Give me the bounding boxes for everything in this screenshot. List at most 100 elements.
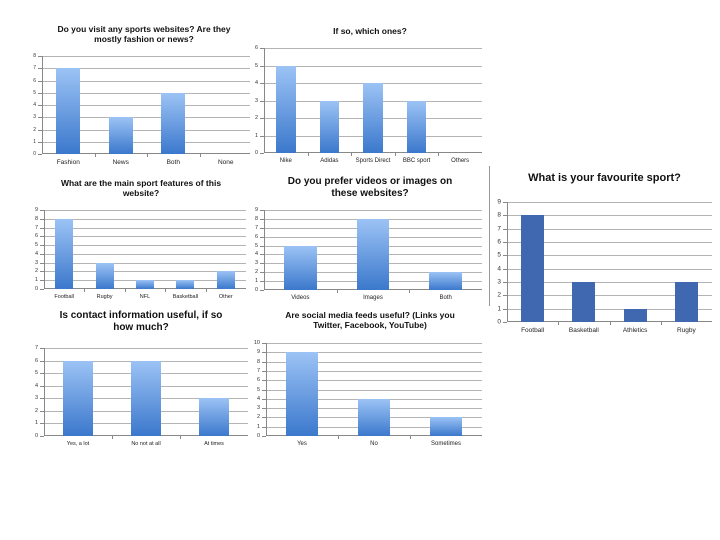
plot-area: 0 1 2 3 4 5 6 7 8 9 Videos Images Both [255,207,482,301]
y-tick-label: 6 [254,233,258,240]
x-tick-mark [180,436,181,439]
y-tick-mark [262,370,266,372]
y-tick-label: 3 [34,259,38,266]
gridline [42,80,252,82]
bar-fashion [56,68,81,154]
y-tick-mark [503,215,507,217]
y-tick-mark [262,361,266,363]
x-tick-mark [609,322,611,325]
chart-title-line: Do you prefer videos or images on [287,176,453,187]
x-tick-mark [84,289,86,292]
gridline [266,370,482,372]
y-tick-mark [260,281,264,283]
y-tick-mark [503,228,507,230]
y-tick-mark [260,218,264,220]
y-tick-mark [262,408,266,410]
chart-contact-info-useful: Is contact information useful, if so how … [30,306,252,456]
y-tick-label: 5 [254,242,258,249]
y-tick-mark [38,117,42,119]
y-tick-mark [38,105,42,106]
y-tick-mark [40,398,44,400]
gridline [44,245,246,247]
y-tick-label: 0 [256,433,260,439]
y-tick-label: 6 [34,233,38,240]
plot-area: 0 1 2 3 4 5 6 7 8 9 10 Yes No Sometimes [254,340,482,447]
gridline [266,361,482,363]
plot-area: 0 1 2 3 4 5 6 7 8 9 Football Basketball Athletics Rug… [497,199,712,334]
chart-favourite-sport: What is your favourite sport? 0 1 2 3 4 5 6 7 8 9 F… [489,166,720,348]
y-tick-label: 4 [254,251,258,258]
y-tick-label: 3 [497,278,501,286]
x-tick-mark [336,290,338,293]
gridline [266,380,482,382]
y-tick-mark [38,80,42,82]
y-axis [264,210,265,290]
y-tick-label: 7 [497,225,501,233]
y-tick-mark [503,202,507,203]
y-tick-label: 5 [256,386,260,393]
chart-videos-or-images: Do you prefer videos or images on these w… [250,172,490,308]
y-tick-label: 1 [34,420,38,427]
bar-other [216,271,235,289]
y-tick-label: 0 [254,287,258,293]
y-tick-label: 2 [256,414,260,421]
bar-football [521,215,545,322]
gridline [42,105,252,106]
chart-frame-border [489,166,490,348]
y-tick-label: 6 [254,45,258,51]
x-tick-mark [199,154,201,157]
y-tick-label: 6 [34,357,38,364]
y-tick-label: 9 [497,198,501,206]
y-tick-label: 1 [34,277,38,284]
x-category-label: Football [521,327,545,334]
bar-at-times [198,398,230,436]
y-tick-label: 2 [33,126,36,133]
y-tick-mark [260,65,264,67]
y-tick-label: 9 [254,207,258,213]
y-tick-label: 4 [256,395,260,402]
y-tick-label: 5 [33,89,36,96]
y-tick-label: 9 [256,349,260,356]
bar-both [429,272,462,290]
gridline [266,352,482,354]
bar-both [161,92,186,154]
gridline [507,282,712,283]
x-category-label: Other [218,294,233,300]
y-tick-label: 1 [33,138,36,145]
x-tick-mark [94,154,96,157]
chart-sports-websites-type: Do you visit any sports websites? Are th… [30,22,258,173]
y-tick-label: 2 [254,115,258,121]
gridline [507,268,712,270]
x-category-label: Sometimes [430,441,461,447]
y-tick-mark [503,322,507,323]
y-axis [44,210,45,289]
y-tick-mark [40,210,44,211]
y-tick-mark [503,255,507,257]
bar-rugby [674,282,698,322]
x-category-label: Sports Direct [355,158,391,164]
y-tick-label: 3 [254,97,258,104]
y-tick-mark [260,210,264,211]
y-tick-label: 6 [33,77,36,84]
bar-athletics [623,308,647,322]
x-tick-mark [147,154,148,157]
y-tick-mark [38,154,42,155]
y-tick-mark [262,343,266,344]
x-tick-mark [394,153,396,156]
y-tick-label: 0 [33,151,36,157]
chart-title: What is your favourite sport? [489,172,720,185]
y-tick-mark [260,83,264,84]
bar-sometimes [429,417,463,436]
gridline [264,65,482,67]
bar-news [108,117,133,154]
y-tick-label: 7 [33,65,36,72]
bar-sports-direct [363,83,383,153]
y-tick-mark [262,436,266,437]
y-tick-mark [262,426,266,428]
y-tick-mark [260,245,264,247]
y-tick-mark [260,118,264,119]
chart-title-line: Are social media feeds useful? (Links yo… [285,310,455,320]
gridline [44,218,246,220]
gridline [507,295,712,297]
x-tick-mark [307,153,309,156]
